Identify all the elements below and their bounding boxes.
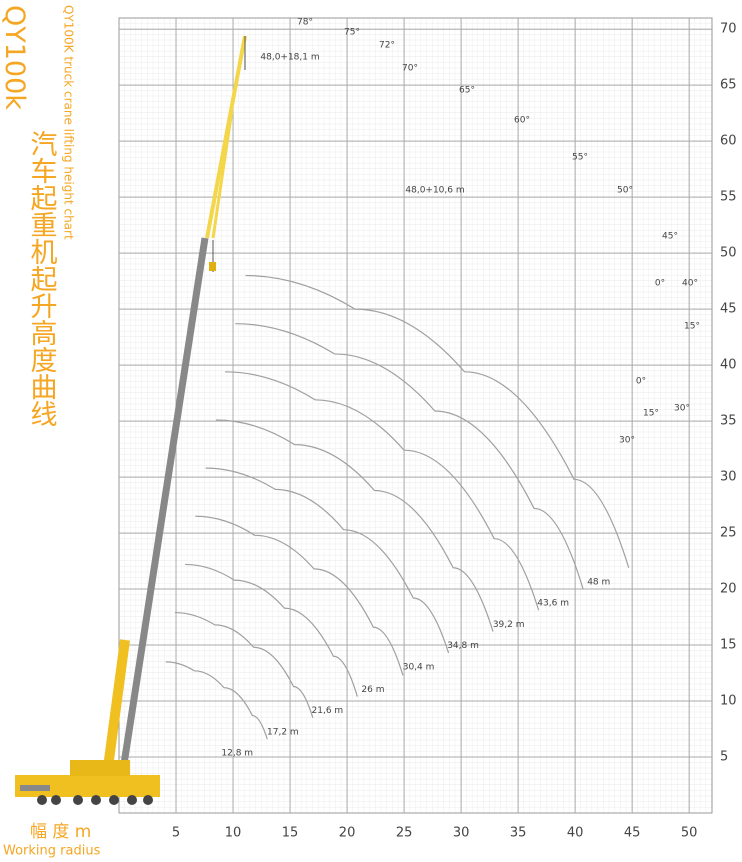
y-tick-label: 50	[720, 246, 737, 261]
y-tick-label: 60	[720, 134, 737, 149]
y-tick-label: 65	[720, 78, 737, 93]
x-tick-label: 45	[624, 826, 641, 841]
x-axis-label: Working radius	[3, 844, 101, 859]
y-tick-label: 70	[720, 22, 737, 37]
x-tick-label: 20	[339, 826, 356, 841]
boom-curve	[225, 371, 540, 611]
x-tick-label: 5	[172, 826, 180, 841]
annotation: 60°	[514, 116, 530, 126]
curve-label: 48 m	[587, 577, 610, 587]
y-tick-label: 40	[720, 358, 737, 373]
boom-curve	[235, 323, 584, 590]
annotation: 70°	[402, 64, 418, 74]
x-tick-label: 35	[510, 826, 527, 841]
y-tick-label: 20	[720, 582, 737, 597]
y-tick-label: 5	[720, 750, 728, 765]
annotation: 45°	[662, 232, 678, 242]
chart-title: QY100k	[0, 5, 30, 110]
curves	[165, 274, 630, 740]
boom-curve	[215, 419, 494, 632]
boom-curve	[245, 274, 630, 568]
boom-curve	[205, 467, 450, 654]
curve-label: 39,2 m	[493, 620, 525, 630]
boom-curve	[195, 515, 404, 676]
curve-label: 21,6 m	[312, 706, 344, 716]
curve-label: 30,4 m	[403, 662, 435, 672]
curve-label: 34,8 m	[447, 641, 479, 651]
annotation: 0°	[636, 377, 646, 387]
annotation: 40°	[682, 279, 698, 289]
curve-label: 26 m	[361, 685, 384, 695]
annotation: 30°	[674, 404, 690, 414]
x-axis-label-cn: 幅 度 m	[30, 822, 91, 842]
chart-subtitle: QY100K truck crane lifting height chart	[62, 5, 76, 240]
annotation: 48,0+10,6 m	[405, 186, 464, 196]
x-tick-label: 15	[282, 826, 299, 841]
x-tick-label: 30	[453, 826, 470, 841]
chart-subtitle-cn: 汽车起重机起升高度曲线	[26, 130, 58, 427]
annotation: 75°	[344, 28, 360, 38]
annotation: 15°	[643, 409, 659, 419]
annotation: 72°	[379, 41, 395, 51]
boom-curve	[174, 611, 314, 719]
x-tick-label: 40	[567, 826, 584, 841]
minor-grid	[119, 18, 712, 813]
annotation: 78°	[297, 18, 313, 28]
boom-curve	[165, 661, 268, 740]
y-tick-label: 10	[720, 694, 737, 709]
x-tick-label: 10	[225, 826, 242, 841]
x-tick-label: 25	[396, 826, 413, 841]
y-tick-label: 25	[720, 526, 737, 541]
curve-label: 43,6 m	[537, 599, 569, 609]
curve-label: 12,8 m	[221, 749, 253, 759]
x-tick-label: 50	[681, 826, 698, 841]
plot-frame	[118, 17, 713, 814]
annotation: 48,0+18,1 m	[260, 53, 319, 63]
annotation: 0°	[655, 279, 665, 289]
annotation: 50°	[617, 186, 633, 196]
annotation: 30°	[619, 436, 635, 446]
boom-curve	[185, 563, 358, 697]
annotation: 15°	[684, 322, 700, 332]
grid	[118, 17, 713, 814]
y-tick-label: 15	[720, 638, 737, 653]
annotation: 55°	[572, 153, 588, 163]
y-tick-label: 55	[720, 190, 737, 205]
curve-label: 17,2 m	[267, 727, 299, 737]
y-tick-label: 35	[720, 414, 737, 429]
y-tick-label: 45	[720, 302, 737, 317]
annotation: 65°	[459, 86, 475, 96]
y-tick-label: 30	[720, 470, 737, 485]
crane	[15, 35, 247, 805]
